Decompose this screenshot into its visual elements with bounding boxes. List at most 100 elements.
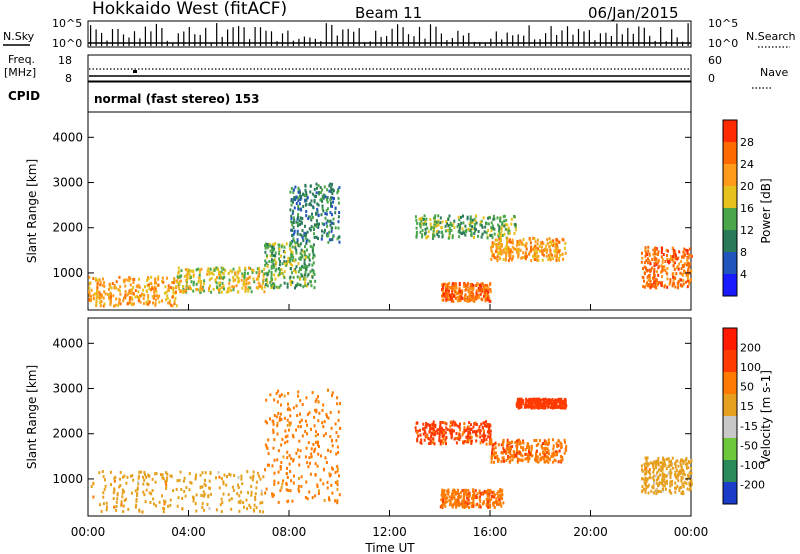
heatmap-cell (681, 476, 684, 480)
heatmap-cell (649, 270, 652, 273)
heatmap-cell (254, 492, 257, 496)
heatmap-cell (546, 447, 549, 451)
heatmap-cell (291, 211, 294, 215)
heatmap-cell (461, 505, 464, 509)
heatmap-cell (525, 241, 528, 245)
heatmap-cell (475, 291, 478, 295)
heatmap-cell (298, 244, 301, 248)
heatmap-cell (149, 288, 152, 292)
colorbar-tick-label: -50 (740, 439, 758, 452)
heatmap-cell (672, 271, 675, 275)
noise-spike (265, 30, 267, 46)
heatmap-cell (420, 438, 423, 442)
heatmap-cell (89, 281, 92, 285)
heatmap-cell (541, 252, 544, 256)
heatmap-cell (688, 282, 691, 286)
beam-title: Beam 11 (355, 4, 422, 22)
heatmap-cell (563, 438, 566, 442)
heatmap-cell (668, 460, 671, 464)
heatmap-cell (95, 302, 98, 306)
colorbar-segment (723, 438, 737, 460)
heatmap-cell (315, 182, 318, 186)
heatmap-cell (683, 480, 686, 484)
heatmap-cell (434, 216, 436, 220)
heatmap-cell (292, 233, 295, 237)
heatmap-cell (220, 290, 223, 294)
heatmap-cell (221, 286, 224, 289)
heatmap-cell (160, 473, 162, 477)
heatmap-cell (530, 400, 533, 404)
heatmap-cell (208, 288, 210, 292)
heatmap-cell (492, 447, 495, 451)
heatmap-cell (486, 284, 489, 288)
heatmap-cell (676, 257, 679, 261)
heatmap-cell (203, 492, 206, 496)
heatmap-cell (141, 293, 144, 297)
heatmap-cell (538, 244, 541, 248)
heatmap-cell (499, 216, 502, 220)
heatmap-cell (328, 474, 331, 478)
heatmap-cell (240, 474, 243, 478)
heatmap-cell (185, 486, 188, 489)
heatmap-cell (533, 398, 536, 402)
heatmap-cell (439, 439, 442, 443)
heatmap-cell (643, 462, 646, 466)
heatmap-cell (447, 291, 450, 295)
heatmap-cell (508, 240, 511, 244)
heatmap-cell (237, 290, 239, 294)
heatmap-cell (250, 484, 253, 488)
heatmap-cell (299, 412, 301, 416)
heatmap-cell (441, 220, 444, 224)
heatmap-cell (109, 470, 112, 474)
heatmap-cell (336, 237, 339, 241)
heatmap-cell (419, 225, 422, 229)
heatmap-cell (319, 198, 322, 202)
heatmap-cell (677, 286, 679, 290)
heatmap-cell (177, 496, 180, 500)
heatmap-cell (556, 248, 559, 252)
heatmap-cell (447, 218, 450, 221)
heatmap-cell (296, 448, 299, 452)
heatmap-cell (472, 490, 475, 494)
heatmap-cell (317, 440, 319, 444)
heatmap-cell (434, 423, 437, 427)
heatmap-cell (299, 198, 302, 201)
heatmap-cell (671, 284, 674, 288)
heatmap-cell (234, 273, 237, 277)
heatmap-cell (328, 472, 331, 476)
colorbar-tick-label: 24 (740, 158, 754, 171)
heatmap-cell (262, 281, 264, 285)
heatmap-cell (447, 492, 450, 496)
heatmap-cell (538, 249, 541, 253)
heatmap-cell (314, 434, 317, 438)
heatmap-cell (144, 285, 146, 289)
heatmap-cell (326, 234, 329, 238)
heatmap-cell (451, 294, 454, 298)
heatmap-cell (672, 246, 674, 250)
heatmap-cell (291, 245, 294, 249)
heatmap-cell (290, 479, 293, 483)
heatmap-cell (418, 428, 421, 432)
heatmap-cell (432, 229, 435, 233)
heatmap-cell (311, 275, 314, 279)
heatmap-cell (469, 224, 472, 227)
heatmap-cell (674, 473, 676, 477)
heatmap-cell (150, 281, 153, 285)
heatmap-cell (459, 289, 462, 293)
heatmap-cell (304, 455, 307, 459)
heatmap-cell (136, 492, 139, 496)
heatmap-cell (284, 250, 287, 254)
heatmap-cell (126, 475, 129, 479)
heatmap-cell (338, 211, 341, 214)
heatmap-cell (478, 428, 481, 432)
heatmap-cell (188, 286, 191, 290)
heatmap-cell (245, 282, 248, 286)
heatmap-cell (541, 446, 544, 450)
heatmap-cell (283, 260, 286, 263)
heatmap-cell (683, 270, 686, 274)
heatmap-cell (271, 258, 273, 262)
heatmap-cell (487, 228, 490, 232)
heatmap-cell (320, 213, 323, 217)
heatmap-cell (471, 220, 474, 224)
